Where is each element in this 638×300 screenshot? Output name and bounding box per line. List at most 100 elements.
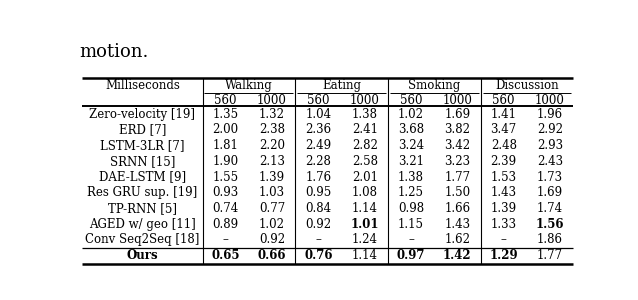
Text: 3.21: 3.21	[398, 155, 424, 168]
Text: 0.97: 0.97	[397, 249, 426, 262]
Text: 1.15: 1.15	[398, 218, 424, 231]
Text: 1.24: 1.24	[352, 233, 378, 247]
Text: 1.90: 1.90	[212, 155, 239, 168]
Text: 1.81: 1.81	[212, 139, 239, 152]
Text: 0.66: 0.66	[258, 249, 286, 262]
Text: 0.74: 0.74	[212, 202, 239, 215]
Text: 1.43: 1.43	[444, 218, 470, 231]
Text: 1.25: 1.25	[398, 186, 424, 199]
Text: 1.01: 1.01	[350, 218, 379, 231]
Text: LSTM-3LR [7]: LSTM-3LR [7]	[100, 139, 184, 152]
Text: 1.74: 1.74	[537, 202, 563, 215]
Text: 1.41: 1.41	[491, 108, 517, 121]
Text: 560: 560	[493, 94, 515, 106]
Text: 0.77: 0.77	[259, 202, 285, 215]
Text: 1.55: 1.55	[212, 171, 239, 184]
Text: 3.68: 3.68	[398, 124, 424, 136]
Text: ERD [7]: ERD [7]	[119, 124, 166, 136]
Text: 1.69: 1.69	[444, 108, 470, 121]
Text: 1.38: 1.38	[352, 108, 378, 121]
Text: 1.62: 1.62	[445, 233, 470, 247]
Text: 1000: 1000	[350, 94, 380, 106]
Text: 1.69: 1.69	[537, 186, 563, 199]
Text: AGED w/ geo [11]: AGED w/ geo [11]	[89, 218, 196, 231]
Text: –: –	[501, 233, 507, 247]
Text: Conv Seq2Seq [18]: Conv Seq2Seq [18]	[85, 233, 200, 247]
Text: 2.48: 2.48	[491, 139, 517, 152]
Text: 1.33: 1.33	[491, 218, 517, 231]
Text: 2.58: 2.58	[352, 155, 378, 168]
Text: Discussion: Discussion	[495, 79, 559, 92]
Text: 2.38: 2.38	[259, 124, 285, 136]
Text: 1.96: 1.96	[537, 108, 563, 121]
Text: 2.82: 2.82	[352, 139, 378, 152]
Text: 1.42: 1.42	[443, 249, 471, 262]
Text: 3.42: 3.42	[444, 139, 470, 152]
Text: 1000: 1000	[257, 94, 287, 106]
Text: 0.89: 0.89	[212, 218, 239, 231]
Text: 1.76: 1.76	[306, 171, 331, 184]
Text: 1.39: 1.39	[259, 171, 285, 184]
Text: 1.86: 1.86	[537, 233, 563, 247]
Text: 0.76: 0.76	[304, 249, 332, 262]
Text: 560: 560	[307, 94, 330, 106]
Text: TP-RNN [5]: TP-RNN [5]	[108, 202, 177, 215]
Text: 2.49: 2.49	[306, 139, 331, 152]
Text: 1.04: 1.04	[306, 108, 331, 121]
Text: 1.02: 1.02	[398, 108, 424, 121]
Text: 1.56: 1.56	[536, 218, 564, 231]
Text: 2.01: 2.01	[352, 171, 378, 184]
Text: 1.50: 1.50	[444, 186, 470, 199]
Text: 0.93: 0.93	[212, 186, 239, 199]
Text: Walking: Walking	[225, 79, 272, 92]
Text: 1.43: 1.43	[491, 186, 517, 199]
Text: 1.35: 1.35	[212, 108, 239, 121]
Text: 3.23: 3.23	[444, 155, 470, 168]
Text: 1000: 1000	[535, 94, 565, 106]
Text: 1.02: 1.02	[259, 218, 285, 231]
Text: Eating: Eating	[322, 79, 361, 92]
Text: 0.92: 0.92	[259, 233, 285, 247]
Text: Zero-velocity [19]: Zero-velocity [19]	[89, 108, 195, 121]
Text: 560: 560	[400, 94, 422, 106]
Text: 3.82: 3.82	[445, 124, 470, 136]
Text: 0.98: 0.98	[398, 202, 424, 215]
Text: –: –	[315, 233, 322, 247]
Text: 560: 560	[214, 94, 237, 106]
Text: 1.77: 1.77	[444, 171, 470, 184]
Text: 2.93: 2.93	[537, 139, 563, 152]
Text: Res GRU sup. [19]: Res GRU sup. [19]	[87, 186, 198, 199]
Text: Ours: Ours	[126, 249, 158, 262]
Text: 2.13: 2.13	[259, 155, 285, 168]
Text: 1.29: 1.29	[489, 249, 518, 262]
Text: 1.32: 1.32	[259, 108, 285, 121]
Text: 2.20: 2.20	[259, 139, 285, 152]
Text: 2.39: 2.39	[491, 155, 517, 168]
Text: 0.84: 0.84	[306, 202, 331, 215]
Text: 1000: 1000	[442, 94, 472, 106]
Text: 0.92: 0.92	[306, 218, 331, 231]
Text: 2.92: 2.92	[537, 124, 563, 136]
Text: 1.66: 1.66	[444, 202, 470, 215]
Text: 1.14: 1.14	[352, 249, 378, 262]
Text: 1.53: 1.53	[491, 171, 517, 184]
Text: 1.03: 1.03	[259, 186, 285, 199]
Text: 2.00: 2.00	[212, 124, 239, 136]
Text: Smoking: Smoking	[408, 79, 461, 92]
Text: 1.77: 1.77	[537, 249, 563, 262]
Text: 1.39: 1.39	[491, 202, 517, 215]
Text: 1.08: 1.08	[352, 186, 378, 199]
Text: 0.65: 0.65	[211, 249, 240, 262]
Text: Milliseconds: Milliseconds	[105, 79, 180, 92]
Text: 2.43: 2.43	[537, 155, 563, 168]
Text: 2.28: 2.28	[306, 155, 331, 168]
Text: 1.38: 1.38	[398, 171, 424, 184]
Text: DAE-LSTM [9]: DAE-LSTM [9]	[99, 171, 186, 184]
Text: –: –	[223, 233, 228, 247]
Text: motion.: motion.	[80, 43, 149, 61]
Text: 3.24: 3.24	[398, 139, 424, 152]
Text: –: –	[408, 233, 414, 247]
Text: 1.73: 1.73	[537, 171, 563, 184]
Text: 2.41: 2.41	[352, 124, 378, 136]
Text: 0.95: 0.95	[305, 186, 332, 199]
